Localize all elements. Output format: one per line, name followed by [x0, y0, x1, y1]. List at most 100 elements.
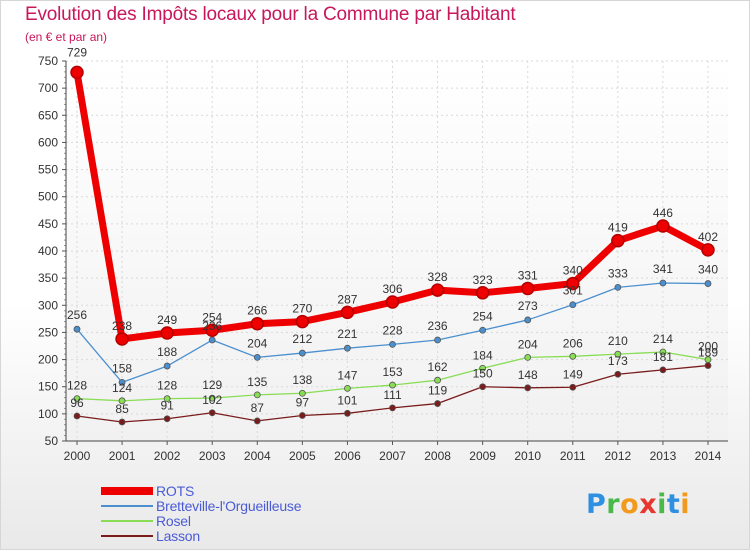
data-point: [569, 352, 577, 360]
logo-letter: x: [639, 489, 658, 520]
legend-item: Rosel: [101, 513, 301, 529]
data-point: [701, 243, 715, 257]
data-label: 173: [608, 354, 628, 368]
x-tick-label: 2010: [514, 449, 541, 463]
data-label: 333: [608, 266, 628, 280]
data-point: [704, 356, 712, 363]
chart-title: Evolution des Impôts locaux pour la Comm…: [25, 4, 516, 25]
data-label: 249: [157, 313, 177, 327]
data-label: 236: [202, 319, 222, 333]
x-tick-label: 2012: [605, 449, 632, 463]
logo-letter: r: [606, 489, 621, 520]
y-tick-label: 350: [38, 271, 58, 285]
data-point: [614, 370, 622, 378]
legend-label: Lasson: [156, 527, 200, 544]
data-point: [430, 283, 445, 297]
x-tick-label: 2000: [64, 449, 91, 463]
data-point: [73, 325, 81, 333]
data-point: [479, 383, 487, 391]
logo-letter: i: [657, 489, 667, 520]
data-point: [253, 417, 261, 425]
data-label: 446: [653, 206, 673, 220]
chart-legend: ROTS Bretteville-l'Orgueilleuse Rosel Lasso…: [101, 483, 302, 544]
data-point: [434, 336, 441, 344]
x-tick-label: 2006: [334, 449, 361, 463]
data-label: 729: [67, 45, 87, 59]
data-label: 188: [157, 345, 177, 359]
data-point: [389, 381, 396, 389]
y-tick-label: 200: [38, 353, 58, 367]
data-label: 214: [653, 332, 673, 346]
series-rosel: [73, 348, 712, 405]
data-label: 102: [202, 393, 222, 407]
y-tick-label: 400: [38, 244, 58, 258]
data-label: 402: [698, 230, 718, 244]
data-point: [295, 314, 310, 329]
y-tick-label: 450: [38, 217, 58, 231]
data-point: [524, 316, 532, 324]
data-point: [298, 412, 306, 419]
data-point: [163, 415, 171, 423]
data-label: 331: [518, 268, 538, 282]
data-label: 254: [202, 310, 222, 324]
data-label: 181: [653, 350, 673, 364]
data-label: 204: [518, 337, 538, 351]
data-label: 149: [563, 367, 583, 381]
x-tick-label: 2003: [199, 449, 226, 463]
data-label: 206: [563, 336, 583, 350]
data-point: [118, 378, 126, 386]
data-label: 124: [112, 381, 132, 395]
y-tick-label: 700: [38, 81, 58, 95]
data-label: 85: [115, 402, 129, 416]
data-label: 91: [160, 399, 174, 413]
x-tick-label: 2013: [650, 449, 677, 463]
data-label: 236: [428, 319, 448, 333]
data-point: [205, 323, 219, 338]
legend-item: ROTS: [101, 483, 301, 499]
legend-swatch: [101, 486, 153, 495]
data-point: [250, 316, 265, 331]
data-point: [344, 384, 351, 392]
data-label: 270: [292, 302, 312, 316]
data-label: 97: [296, 395, 310, 409]
data-label: 150: [473, 367, 493, 381]
x-tick-label: 2009: [469, 449, 496, 463]
series-bretteville-l-orgueilleuse: [73, 279, 712, 386]
data-point: [253, 391, 261, 399]
x-tick-label: 2007: [379, 449, 406, 463]
legend-swatch: [101, 534, 153, 537]
data-point: [208, 394, 216, 402]
y-tick-label: 100: [38, 407, 58, 421]
data-point: [118, 418, 126, 426]
chart-subtitle: (en € et par an): [25, 30, 108, 44]
data-point: [475, 286, 490, 300]
logo-letter: P: [586, 489, 607, 520]
y-tick-label: 300: [38, 298, 58, 312]
logo-letter: i: [680, 489, 691, 520]
data-point: [163, 362, 171, 370]
x-tick-label: 2005: [289, 449, 316, 463]
data-label: 96: [70, 396, 84, 410]
data-label: 419: [608, 221, 628, 235]
data-point: [344, 344, 351, 352]
y-tick-label: 650: [38, 108, 58, 122]
x-tick-label: 2001: [109, 449, 136, 463]
y-tick-label: 250: [38, 325, 58, 339]
data-label: 341: [653, 262, 673, 276]
series-rots: [70, 65, 715, 346]
data-label: 87: [251, 401, 265, 415]
data-point: [704, 362, 712, 369]
data-label: 162: [428, 360, 448, 374]
series-lasson: [73, 362, 712, 426]
data-label: 128: [157, 379, 177, 393]
data-point: [524, 384, 532, 392]
data-point: [434, 376, 441, 384]
data-point: [656, 219, 670, 233]
data-point: [344, 409, 351, 417]
y-tick-label: 50: [45, 434, 59, 448]
data-label: 254: [473, 309, 493, 323]
data-label: 212: [292, 332, 312, 346]
data-point: [434, 400, 441, 407]
y-tick-label: 150: [38, 380, 58, 394]
